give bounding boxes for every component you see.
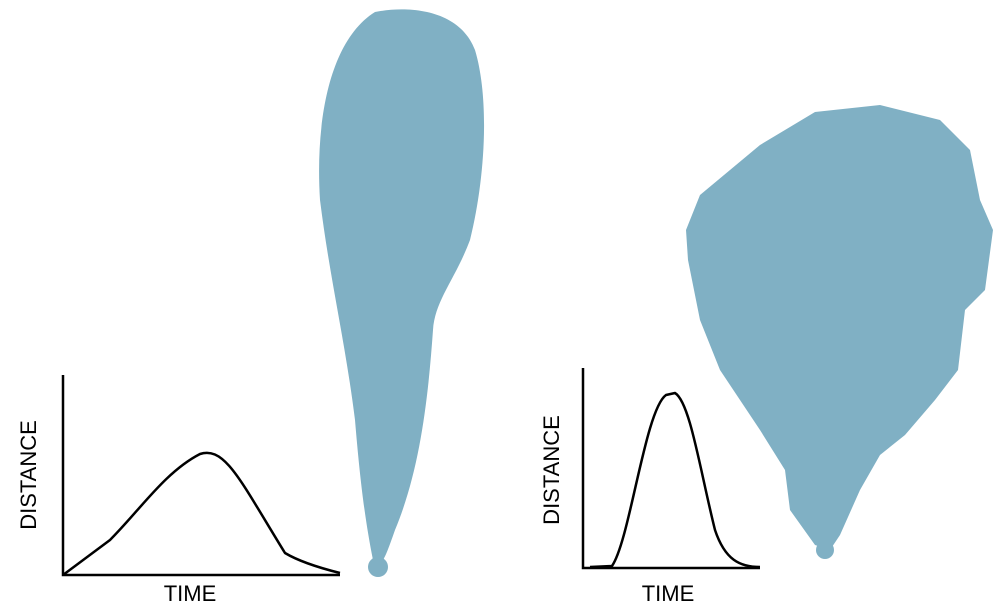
outlet [816,541,834,559]
outlet [368,557,388,577]
x-axis-label: TIME [642,581,695,606]
graph-axes [581,368,760,570]
elongated-basin [319,9,485,563]
rounded-basin [686,105,993,550]
hydrograph-curve [62,451,341,577]
right-panel: DISTANCE TIME [539,105,993,606]
hydrograph-curve [589,391,761,569]
left-panel: DISTANCE TIME [16,9,485,606]
y-axis-label: DISTANCE [539,415,564,525]
y-axis-label: DISTANCE [16,420,41,530]
x-axis-label: TIME [164,581,217,606]
